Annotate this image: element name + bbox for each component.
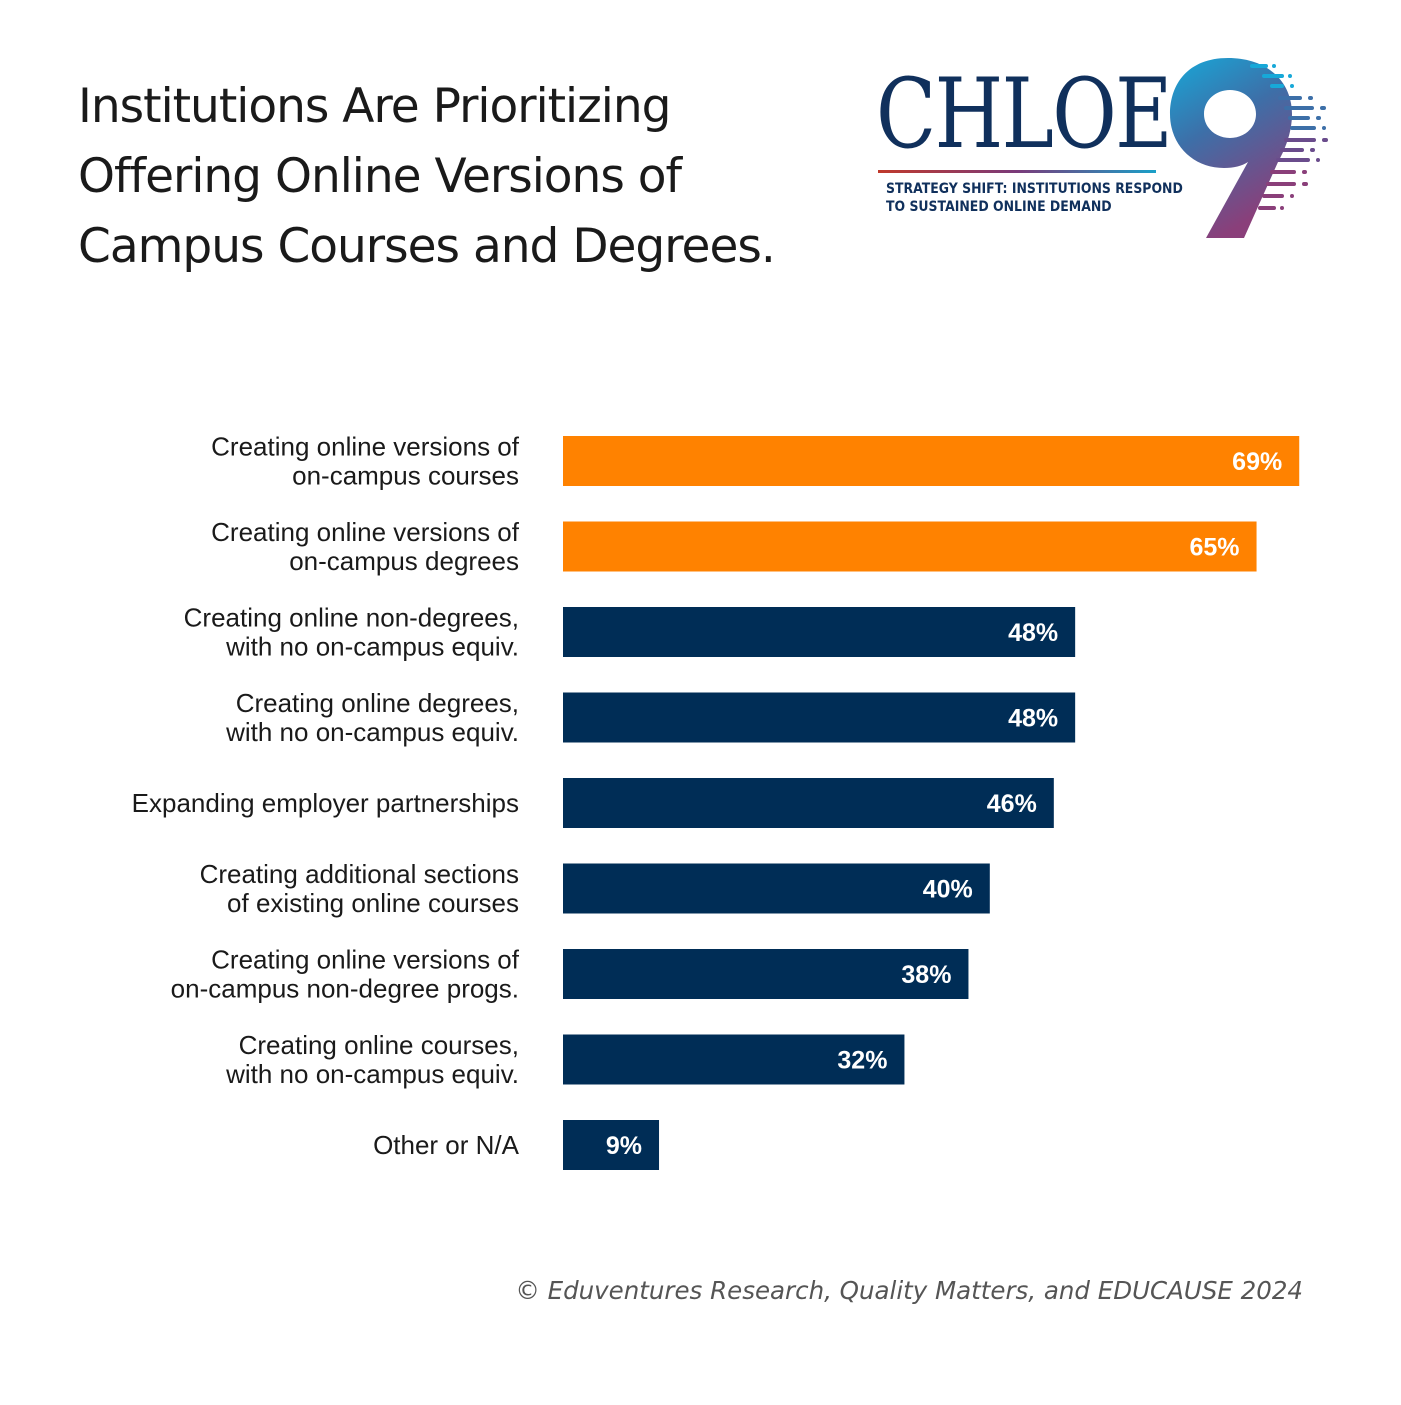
logo-subtitle-line-1: STRATEGY SHIFT: INSTITUTIONS RESPOND xyxy=(886,181,1183,197)
bar-9 xyxy=(563,1120,660,1170)
bar-value-label-3: 48% xyxy=(1008,619,1058,647)
title-line-1: Institutions Are Prioritizing xyxy=(78,79,671,134)
chloe-logo: CHLOE STRATEGY SHIFT: INSTITUTIONS RESPO… xyxy=(876,52,1346,242)
category-label-1-line-1: Creating online versions of xyxy=(211,432,520,462)
bar-chart: 69%Creating online versions ofon-campus … xyxy=(132,432,1300,1170)
logo-subtitle: STRATEGY SHIFT: INSTITUTIONS RESPOND TO … xyxy=(886,180,1183,216)
logo-subtitle-line-2: TO SUSTAINED ONLINE DEMAND xyxy=(886,199,1112,215)
category-label-4-line-2: with no on-campus equiv. xyxy=(225,717,519,747)
logo-rule xyxy=(878,170,1156,173)
bar-value-label-7: 38% xyxy=(901,961,951,989)
bar-value-label-1: 69% xyxy=(1232,448,1282,476)
category-label-3-line-2: with no on-campus equiv. xyxy=(225,632,519,662)
bar-value-label-6: 40% xyxy=(923,876,973,904)
bar-value-label-8: 32% xyxy=(837,1047,887,1075)
bar-3 xyxy=(563,607,1076,657)
bar-1 xyxy=(563,436,1300,486)
bar-7 xyxy=(563,949,969,999)
category-label-1-line-2: on-campus courses xyxy=(292,461,519,491)
category-label-8-line-1: Creating online courses, xyxy=(239,1030,519,1060)
logo-wordmark: CHLOE xyxy=(876,58,1173,170)
bar-4 xyxy=(563,692,1076,743)
category-label-7-line-1: Creating online versions of xyxy=(211,945,520,975)
logo-nine-icon xyxy=(1170,58,1328,238)
bar-5 xyxy=(563,778,1054,828)
bar-2 xyxy=(563,521,1257,572)
category-label-8-line-2: with no on-campus equiv. xyxy=(225,1059,519,1089)
category-label-2-line-2: on-campus degrees xyxy=(289,546,519,576)
bar-value-label-2: 65% xyxy=(1190,534,1240,562)
title-line-3: Campus Courses and Degrees. xyxy=(78,219,776,274)
category-label-6-line-2: of existing online courses xyxy=(227,888,519,918)
category-label-5-line-1: Expanding employer partnerships xyxy=(132,788,519,818)
title-line-2: Offering Online Versions of xyxy=(78,149,682,204)
category-label-9-line-1: Other or N/A xyxy=(373,1130,520,1160)
category-label-7-line-2: on-campus non-degree progs. xyxy=(171,974,519,1004)
category-label-3-line-1: Creating online non-degrees, xyxy=(184,603,519,633)
category-label-4-line-1: Creating online degrees, xyxy=(236,688,519,718)
bar-value-label-5: 46% xyxy=(987,790,1037,818)
bar-value-label-4: 48% xyxy=(1008,705,1058,733)
bar-8 xyxy=(563,1034,905,1085)
chart-title: Institutions Are Prioritizing Offering O… xyxy=(78,72,838,282)
bar-6 xyxy=(563,863,990,914)
category-label-2-line-1: Creating online versions of xyxy=(211,517,520,547)
bar-value-label-9: 9% xyxy=(606,1132,642,1160)
category-label-6-line-1: Creating additional sections xyxy=(200,859,519,889)
copyright-footer: © Eduventures Research, Quality Matters,… xyxy=(515,1276,1303,1305)
